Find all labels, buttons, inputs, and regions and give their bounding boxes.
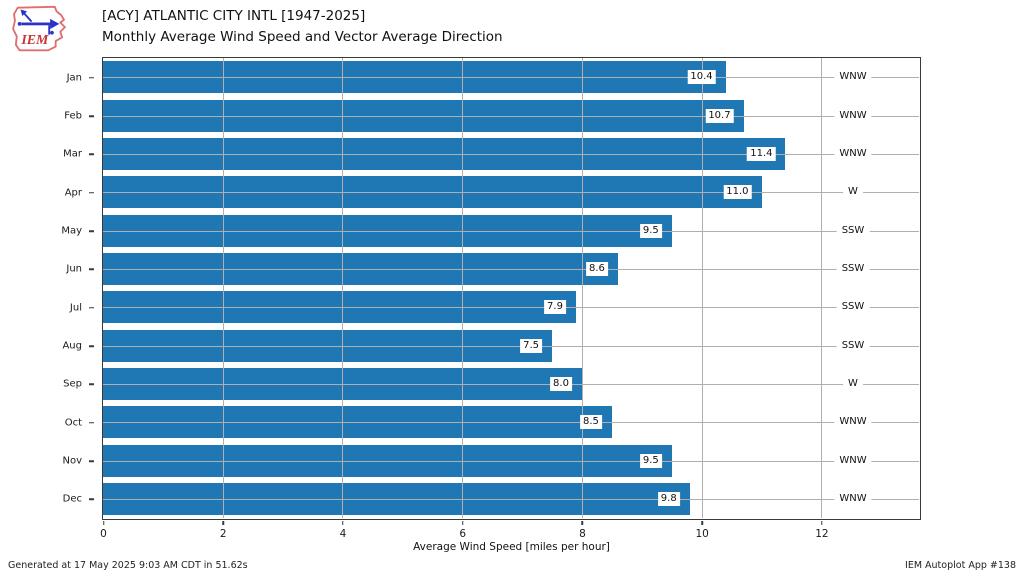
x-tick-mark <box>102 520 105 525</box>
bar-value-label: 9.5 <box>639 223 662 238</box>
y-tick-label: Jul <box>69 302 82 314</box>
x-tick-mark <box>701 520 703 525</box>
y-tick-label: Aug <box>62 340 82 352</box>
direction-label: SSW <box>836 338 870 353</box>
iem-logo-icon: IEM <box>12 5 66 52</box>
gridline-vertical <box>342 58 344 518</box>
y-tick-mark <box>89 460 94 462</box>
y-tick-label: Dec <box>62 493 82 505</box>
plot-area: 10.4 WNW 10.7 WNW 11.4 WNW 11.0 W 9.5 SSW 8.6 SSW 7.… <box>102 57 921 520</box>
logo-text: IEM <box>20 33 49 48</box>
y-tick-label: Jun <box>66 263 82 275</box>
gridline-horizontal <box>103 192 919 194</box>
iowa-outline <box>12 5 66 52</box>
app-credit: IEM Autoplot App #138 <box>905 560 1016 571</box>
y-tick-label: Apr <box>64 187 82 199</box>
x-tick-label: 10 <box>695 527 709 540</box>
chart-title: [ACY] ATLANTIC CITY INTL [1947-2025] Mon… <box>102 6 503 48</box>
x-tick-label: 12 <box>815 527 829 540</box>
direction-label: SSW <box>836 223 870 238</box>
x-tick-mark <box>461 520 464 525</box>
gridline-horizontal <box>103 422 919 424</box>
x-tick-mark <box>222 520 224 525</box>
x-axis: 0 2 4 6 8 10 12 <box>100 520 920 555</box>
bar-value-label: 9.8 <box>657 491 680 506</box>
y-tick-label: Nov <box>62 455 82 467</box>
gridline-vertical <box>821 58 823 518</box>
x-axis-title: Average Wind Speed [miles per hour] <box>413 541 610 553</box>
y-tick-mark <box>89 153 94 156</box>
gridline-vertical <box>462 58 464 518</box>
y-tick-mark <box>89 498 94 501</box>
gridline-horizontal <box>103 115 919 117</box>
y-tick-label: Jan <box>66 72 82 84</box>
bar-value-label: 10.4 <box>687 70 716 85</box>
plot-canvas: 10.4 WNW 10.7 WNW 11.4 WNW 11.0 W 9.5 SSW 8.6 SSW 7.… <box>103 58 919 518</box>
generated-timestamp: Generated at 17 May 2025 9:03 AM CDT in … <box>8 560 248 571</box>
bar-value-label: 9.5 <box>639 453 662 468</box>
direction-label: SSW <box>836 261 870 276</box>
y-tick-mark <box>89 306 94 309</box>
x-tick-label: 6 <box>459 527 467 540</box>
y-tick-mark <box>89 268 94 271</box>
direction-label: WNW <box>834 415 872 430</box>
direction-label: WNW <box>834 453 872 468</box>
gridline-horizontal <box>103 230 919 232</box>
y-axis: Jan Feb Mar Apr May Jun Jul Aug Sep Oct Nov Dec <box>0 59 94 519</box>
y-tick-mark <box>89 421 94 424</box>
gridline-horizontal <box>103 153 919 155</box>
bar-value-label: 7.5 <box>520 338 542 353</box>
y-tick-label: Mar <box>63 148 82 160</box>
x-tick-mark <box>821 520 823 525</box>
gridline-horizontal <box>103 307 919 309</box>
wind-vane-icon <box>17 9 60 35</box>
x-tick-mark <box>581 520 584 525</box>
y-tick-mark <box>89 383 94 386</box>
bar-value-label: 8.0 <box>550 376 572 391</box>
bar-value-label: 11.4 <box>747 146 776 161</box>
x-tick-mark <box>342 520 344 525</box>
title-line-2: Monthly Average Wind Speed and Vector Av… <box>102 29 503 45</box>
gridline-vertical <box>222 58 224 518</box>
x-tick-label: 0 <box>100 527 107 540</box>
y-tick-label: May <box>61 225 82 237</box>
direction-label: WNW <box>834 108 872 123</box>
bar-value-label: 11.0 <box>723 185 752 200</box>
gridline-horizontal <box>103 345 919 347</box>
gridline-horizontal <box>103 460 919 462</box>
x-tick-label: 4 <box>339 527 347 540</box>
title-line-1: [ACY] ATLANTIC CITY INTL [1947-2025] <box>102 8 366 24</box>
gridline-horizontal <box>103 498 919 500</box>
bar-value-label: 8.5 <box>579 415 602 430</box>
gridline-horizontal <box>103 268 919 270</box>
y-tick-mark <box>89 115 94 117</box>
gridline-vertical <box>581 58 583 518</box>
y-tick-mark <box>89 345 94 347</box>
y-tick-label: Sep <box>63 378 82 390</box>
y-tick-mark <box>89 191 94 194</box>
y-tick-label: Feb <box>64 110 82 122</box>
direction-label: W <box>843 185 863 200</box>
direction-label: W <box>843 376 863 391</box>
y-tick-mark <box>89 230 94 232</box>
direction-label: WNW <box>834 146 872 161</box>
direction-label: WNW <box>834 70 872 85</box>
gridline-vertical <box>701 58 703 518</box>
y-tick-mark <box>89 76 94 79</box>
x-tick-label: 2 <box>219 527 227 540</box>
direction-label: SSW <box>836 300 870 315</box>
x-tick-label: 8 <box>579 527 586 540</box>
y-tick-label: Oct <box>64 417 82 429</box>
gridline-horizontal <box>103 383 919 385</box>
direction-label: WNW <box>834 491 872 506</box>
gridline-horizontal <box>103 77 919 79</box>
bar-value-label: 7.9 <box>544 300 566 315</box>
bar-value-label: 8.6 <box>585 261 608 276</box>
bar-value-label: 10.7 <box>705 108 734 123</box>
